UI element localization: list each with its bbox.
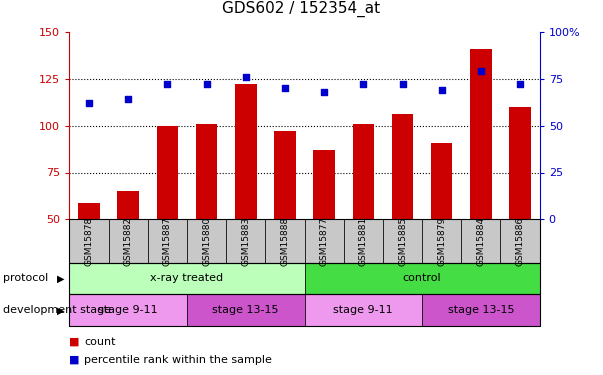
Bar bbox=[510, 107, 531, 219]
Text: GSM15885: GSM15885 bbox=[398, 216, 407, 266]
Bar bbox=[196, 124, 217, 219]
Text: control: control bbox=[403, 273, 441, 284]
Text: stage 9-11: stage 9-11 bbox=[333, 305, 393, 315]
Text: ■: ■ bbox=[69, 355, 80, 365]
Bar bbox=[118, 191, 139, 219]
Text: development stage: development stage bbox=[3, 305, 111, 315]
Bar bbox=[392, 114, 413, 219]
Bar bbox=[274, 131, 295, 219]
Text: GSM15886: GSM15886 bbox=[516, 216, 525, 266]
Bar bbox=[78, 202, 99, 219]
Point bbox=[437, 87, 446, 93]
Point bbox=[515, 81, 525, 87]
Text: GSM15879: GSM15879 bbox=[437, 216, 446, 266]
Text: percentile rank within the sample: percentile rank within the sample bbox=[84, 355, 273, 365]
Text: ▶: ▶ bbox=[57, 273, 64, 284]
Point bbox=[241, 74, 251, 80]
Text: GSM15888: GSM15888 bbox=[280, 216, 289, 266]
Text: stage 13-15: stage 13-15 bbox=[447, 305, 514, 315]
Text: stage 9-11: stage 9-11 bbox=[98, 305, 158, 315]
Bar bbox=[353, 124, 374, 219]
Text: ■: ■ bbox=[69, 337, 80, 347]
Text: GSM15880: GSM15880 bbox=[202, 216, 211, 266]
Point bbox=[162, 81, 172, 87]
Bar bbox=[235, 84, 256, 219]
Point bbox=[201, 81, 212, 87]
Text: GSM15877: GSM15877 bbox=[320, 216, 329, 266]
Text: GSM15881: GSM15881 bbox=[359, 216, 368, 266]
Bar bbox=[470, 49, 491, 219]
Text: GSM15883: GSM15883 bbox=[241, 216, 250, 266]
Text: GDS602 / 152354_at: GDS602 / 152354_at bbox=[223, 1, 380, 17]
Text: GSM15878: GSM15878 bbox=[84, 216, 93, 266]
Point bbox=[280, 85, 290, 91]
Point bbox=[476, 68, 486, 74]
Point bbox=[320, 89, 329, 95]
Text: stage 13-15: stage 13-15 bbox=[212, 305, 279, 315]
Point bbox=[398, 81, 408, 87]
Bar bbox=[157, 126, 178, 219]
Text: GSM15882: GSM15882 bbox=[124, 216, 133, 266]
Text: GSM15887: GSM15887 bbox=[163, 216, 172, 266]
Point bbox=[123, 96, 133, 102]
Text: count: count bbox=[84, 337, 116, 347]
Text: protocol: protocol bbox=[3, 273, 48, 284]
Bar bbox=[314, 150, 335, 219]
Point bbox=[358, 81, 368, 87]
Text: ▶: ▶ bbox=[57, 305, 64, 315]
Bar bbox=[431, 142, 452, 219]
Text: x-ray treated: x-ray treated bbox=[150, 273, 224, 284]
Point bbox=[84, 100, 94, 106]
Text: GSM15884: GSM15884 bbox=[476, 216, 485, 266]
